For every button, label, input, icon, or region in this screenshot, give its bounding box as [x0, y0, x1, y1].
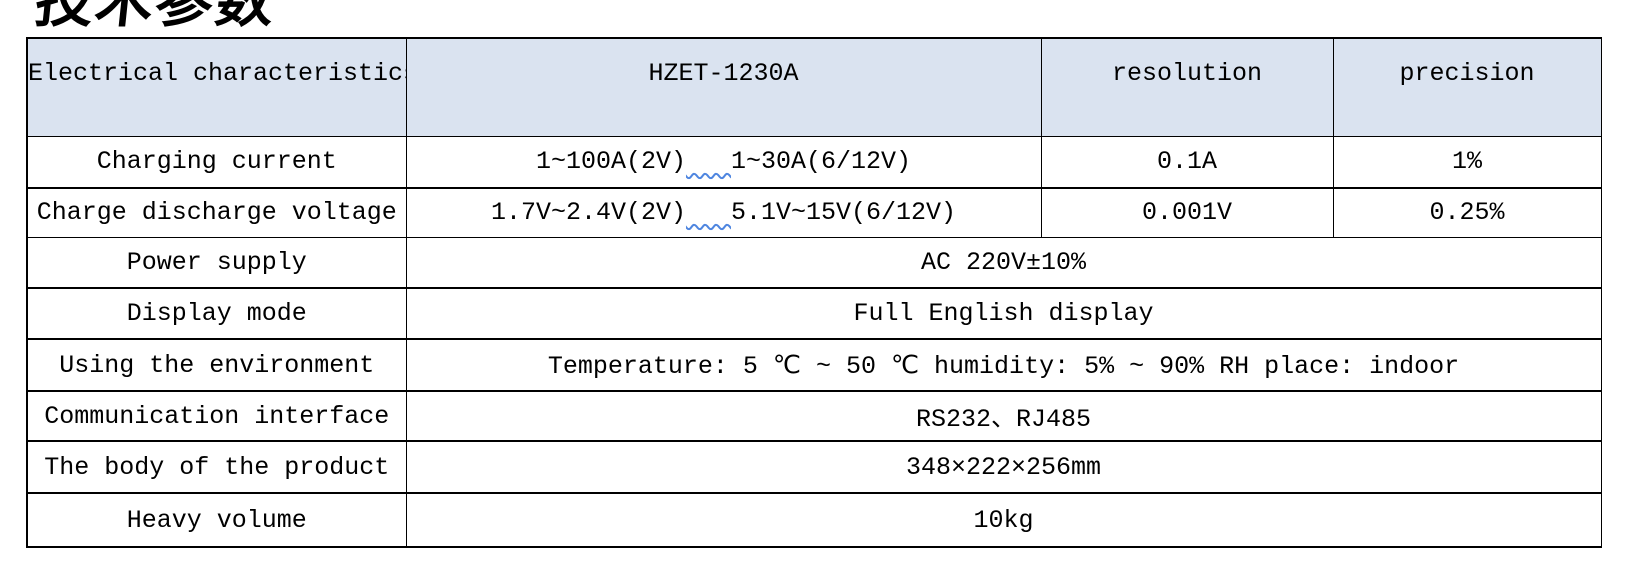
row-label: Using the environment — [26, 338, 407, 392]
value-part1: 1.7V~2.4V(2V) — [490, 198, 686, 228]
header-electrical-characteristics: Electrical characteristics — [26, 37, 407, 137]
table-row-power-supply: Power supply AC 220V±10% — [26, 236, 1602, 289]
row-label: Heavy volume — [26, 492, 407, 548]
row-precision: 0.25% — [1332, 187, 1602, 238]
value-part1: 1~100A(2V) — [535, 147, 686, 177]
table-row-using-environment: Using the environment Temperature: 5 ℃ ~… — [26, 338, 1602, 392]
row-resolution: 0.1A — [1040, 135, 1334, 189]
table-header-row: Electrical characteristics HZET-1230A re… — [26, 37, 1602, 137]
row-value: 1~100A(2V) 1~30A(6/12V) — [405, 135, 1042, 189]
table-row-charging-current: Charging current 1~100A(2V) 1~30A(6/12V)… — [26, 135, 1602, 189]
header-precision: precision — [1332, 37, 1602, 137]
row-value: 348×222×256mm — [405, 440, 1602, 494]
header-resolution: resolution — [1040, 37, 1334, 137]
spec-table: Electrical characteristics HZET-1230A re… — [26, 37, 1602, 548]
page-heading: 技术参数 — [32, 0, 279, 34]
row-label: Display mode — [26, 287, 407, 340]
spellcheck-squiggle — [686, 147, 731, 176]
row-label: Power supply — [26, 236, 407, 289]
spellcheck-squiggle — [686, 198, 731, 227]
row-label: The body of the product — [26, 440, 407, 494]
row-value: AC 220V±10% — [405, 236, 1602, 289]
row-value: Temperature: 5 ℃ ~ 50 ℃ humidity: 5% ~ 9… — [405, 338, 1602, 392]
row-label: Communication interface — [26, 390, 407, 442]
value-part2: 5.1V~15V(6/12V) — [731, 198, 957, 228]
row-label: Charging current — [26, 135, 407, 189]
row-value: RS232、RJ485 — [405, 390, 1602, 442]
row-label: Charge discharge voltage — [26, 187, 407, 238]
row-resolution: 0.001V — [1040, 187, 1334, 238]
row-value: Full English display — [405, 287, 1602, 340]
table-row-heavy-volume: Heavy volume 10kg — [26, 492, 1602, 548]
table-row-body-of-product: The body of the product 348×222×256mm — [26, 440, 1602, 494]
table-row-communication-interface: Communication interface RS232、RJ485 — [26, 390, 1602, 442]
table-row-charge-discharge-voltage: Charge discharge voltage 1.7V~2.4V(2V) 5… — [26, 187, 1602, 238]
row-precision: 1% — [1332, 135, 1602, 189]
table-row-display-mode: Display mode Full English display — [26, 287, 1602, 340]
header-model: HZET-1230A — [405, 37, 1042, 137]
row-value: 10kg — [405, 492, 1602, 548]
value-part2: 1~30A(6/12V) — [731, 147, 912, 177]
row-value: 1.7V~2.4V(2V) 5.1V~15V(6/12V) — [405, 187, 1042, 238]
